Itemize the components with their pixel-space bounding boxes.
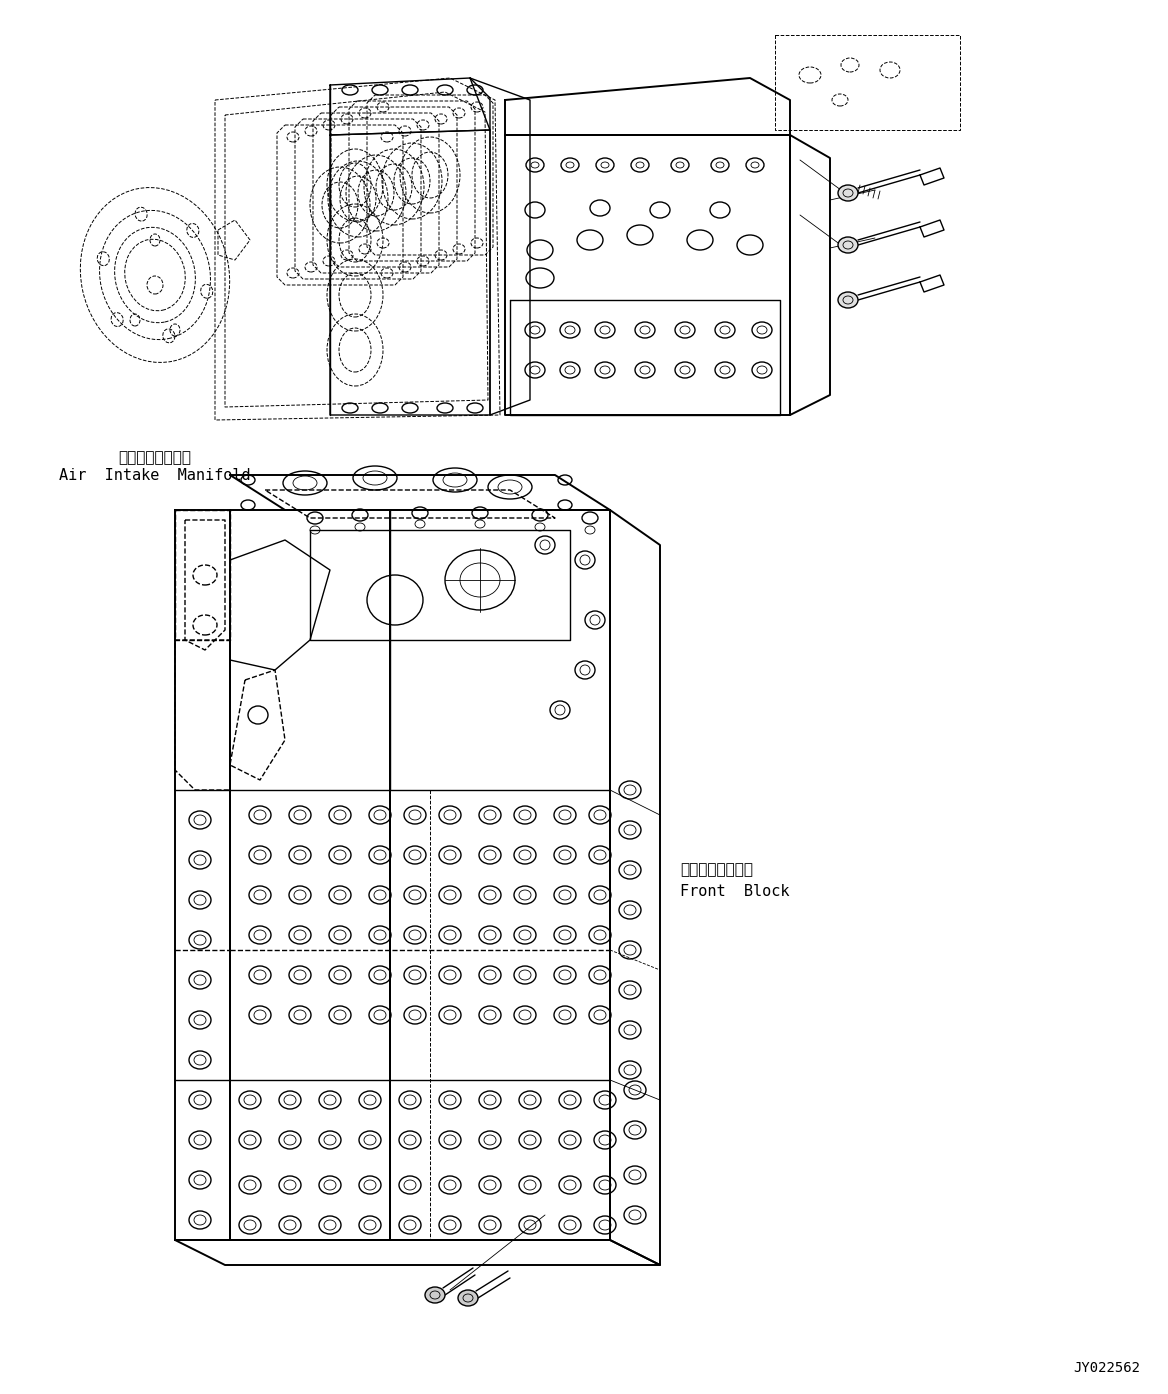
Ellipse shape bbox=[837, 185, 858, 201]
Ellipse shape bbox=[425, 1287, 445, 1303]
Polygon shape bbox=[331, 130, 491, 415]
Polygon shape bbox=[470, 78, 530, 415]
Polygon shape bbox=[215, 78, 500, 420]
Text: JY022562: JY022562 bbox=[1073, 1361, 1140, 1374]
Text: フロントブロック: フロントブロック bbox=[680, 863, 753, 877]
Polygon shape bbox=[390, 510, 610, 1241]
Polygon shape bbox=[510, 300, 780, 415]
Polygon shape bbox=[920, 275, 944, 291]
Polygon shape bbox=[920, 169, 944, 185]
Polygon shape bbox=[230, 475, 610, 510]
Ellipse shape bbox=[837, 291, 858, 308]
Ellipse shape bbox=[458, 1289, 478, 1306]
Polygon shape bbox=[505, 78, 790, 135]
Polygon shape bbox=[920, 220, 944, 237]
Text: Air  Intake  Manifold: Air Intake Manifold bbox=[60, 468, 251, 482]
Polygon shape bbox=[175, 510, 230, 1241]
Polygon shape bbox=[610, 510, 660, 1264]
Text: 吸気マニホールド: 吸気マニホールド bbox=[118, 450, 192, 466]
Polygon shape bbox=[175, 510, 230, 640]
Polygon shape bbox=[230, 510, 390, 1241]
Ellipse shape bbox=[837, 237, 858, 252]
Polygon shape bbox=[505, 135, 790, 415]
Polygon shape bbox=[790, 135, 830, 415]
Text: Front  Block: Front Block bbox=[680, 885, 790, 899]
Polygon shape bbox=[331, 78, 491, 135]
